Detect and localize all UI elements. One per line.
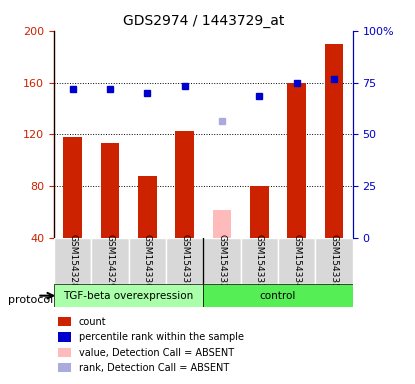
Text: GSM154330: GSM154330	[143, 234, 152, 288]
FancyBboxPatch shape	[203, 238, 241, 284]
FancyBboxPatch shape	[241, 238, 278, 284]
FancyBboxPatch shape	[203, 284, 353, 307]
Bar	[176, 131, 194, 238]
Bar	[101, 144, 120, 238]
Text: GSM154335: GSM154335	[330, 234, 339, 288]
Bar	[63, 137, 82, 238]
Title: GDS2974 / 1443729_at: GDS2974 / 1443729_at	[123, 14, 284, 28]
Text: GSM154328: GSM154328	[68, 234, 77, 288]
Text: GSM154329: GSM154329	[105, 234, 115, 288]
Text: GSM154334: GSM154334	[292, 234, 301, 288]
Text: rank, Detection Call = ABSENT: rank, Detection Call = ABSENT	[79, 363, 229, 373]
FancyBboxPatch shape	[91, 238, 129, 284]
FancyBboxPatch shape	[54, 238, 91, 284]
Text: GSM154332: GSM154332	[217, 234, 227, 288]
Bar	[213, 210, 232, 238]
Text: GSM154331: GSM154331	[180, 234, 189, 288]
Text: value, Detection Call = ABSENT: value, Detection Call = ABSENT	[79, 348, 234, 358]
Bar	[325, 44, 344, 238]
Bar	[250, 186, 269, 238]
Bar	[287, 83, 306, 238]
Text: TGF-beta overexpression: TGF-beta overexpression	[63, 291, 194, 301]
FancyBboxPatch shape	[166, 238, 203, 284]
FancyBboxPatch shape	[54, 284, 203, 307]
Text: control: control	[260, 291, 296, 301]
Text: GSM154333: GSM154333	[255, 234, 264, 288]
FancyBboxPatch shape	[278, 238, 315, 284]
FancyBboxPatch shape	[129, 238, 166, 284]
FancyBboxPatch shape	[315, 238, 353, 284]
Text: percentile rank within the sample: percentile rank within the sample	[79, 332, 244, 342]
Text: protocol: protocol	[8, 295, 54, 305]
Bar	[138, 176, 157, 238]
Text: count: count	[79, 317, 107, 327]
